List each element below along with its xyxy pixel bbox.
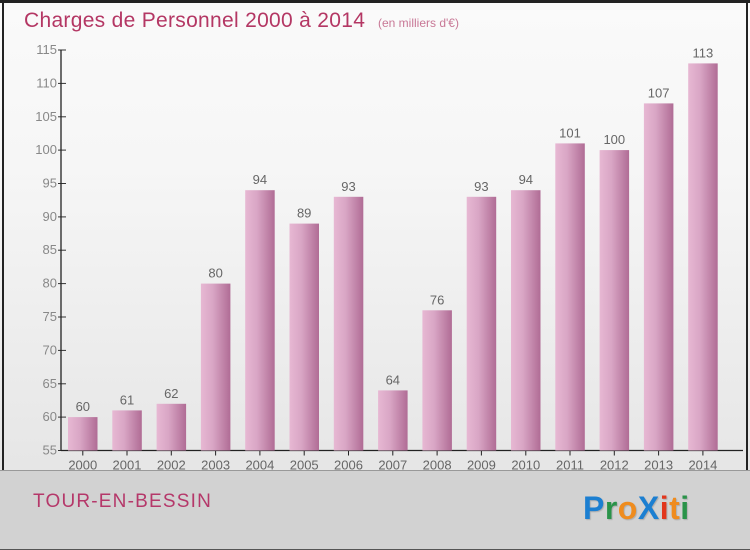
svg-text:2014: 2014 xyxy=(688,458,717,471)
svg-text:110: 110 xyxy=(36,75,57,90)
svg-text:62: 62 xyxy=(164,386,178,401)
svg-text:2012: 2012 xyxy=(600,458,629,471)
svg-text:2003: 2003 xyxy=(201,458,230,471)
svg-text:70: 70 xyxy=(43,342,57,357)
svg-text:80: 80 xyxy=(208,266,222,281)
svg-text:2000: 2000 xyxy=(68,458,97,471)
svg-text:2008: 2008 xyxy=(423,458,452,471)
svg-text:60: 60 xyxy=(43,409,57,424)
svg-text:95: 95 xyxy=(43,176,57,191)
svg-text:2013: 2013 xyxy=(644,458,673,471)
svg-text:94: 94 xyxy=(519,172,533,187)
svg-text:2009: 2009 xyxy=(467,458,496,471)
svg-text:100: 100 xyxy=(603,132,625,147)
svg-text:2007: 2007 xyxy=(378,458,407,471)
svg-text:93: 93 xyxy=(341,179,355,194)
svg-text:75: 75 xyxy=(43,309,57,324)
svg-text:2010: 2010 xyxy=(511,458,540,471)
svg-text:2005: 2005 xyxy=(290,458,319,471)
svg-text:61: 61 xyxy=(120,392,134,407)
svg-text:85: 85 xyxy=(43,242,57,257)
svg-text:65: 65 xyxy=(43,376,57,391)
svg-text:2006: 2006 xyxy=(334,458,363,471)
svg-text:93: 93 xyxy=(474,179,488,194)
svg-text:89: 89 xyxy=(297,206,311,221)
svg-text:113: 113 xyxy=(693,45,714,60)
svg-text:2002: 2002 xyxy=(157,458,186,471)
svg-text:90: 90 xyxy=(43,209,57,224)
svg-text:115: 115 xyxy=(36,42,57,57)
svg-text:2004: 2004 xyxy=(245,458,274,471)
svg-text:2011: 2011 xyxy=(556,458,584,471)
svg-text:101: 101 xyxy=(559,125,581,140)
svg-text:2001: 2001 xyxy=(113,458,142,471)
svg-text:107: 107 xyxy=(648,85,670,100)
svg-text:60: 60 xyxy=(76,399,90,414)
svg-text:100: 100 xyxy=(35,142,57,157)
svg-text:64: 64 xyxy=(386,372,400,387)
svg-text:94: 94 xyxy=(253,172,267,187)
svg-text:55: 55 xyxy=(43,443,57,458)
svg-text:76: 76 xyxy=(430,292,444,307)
svg-text:80: 80 xyxy=(43,276,57,291)
svg-text:105: 105 xyxy=(35,109,57,124)
